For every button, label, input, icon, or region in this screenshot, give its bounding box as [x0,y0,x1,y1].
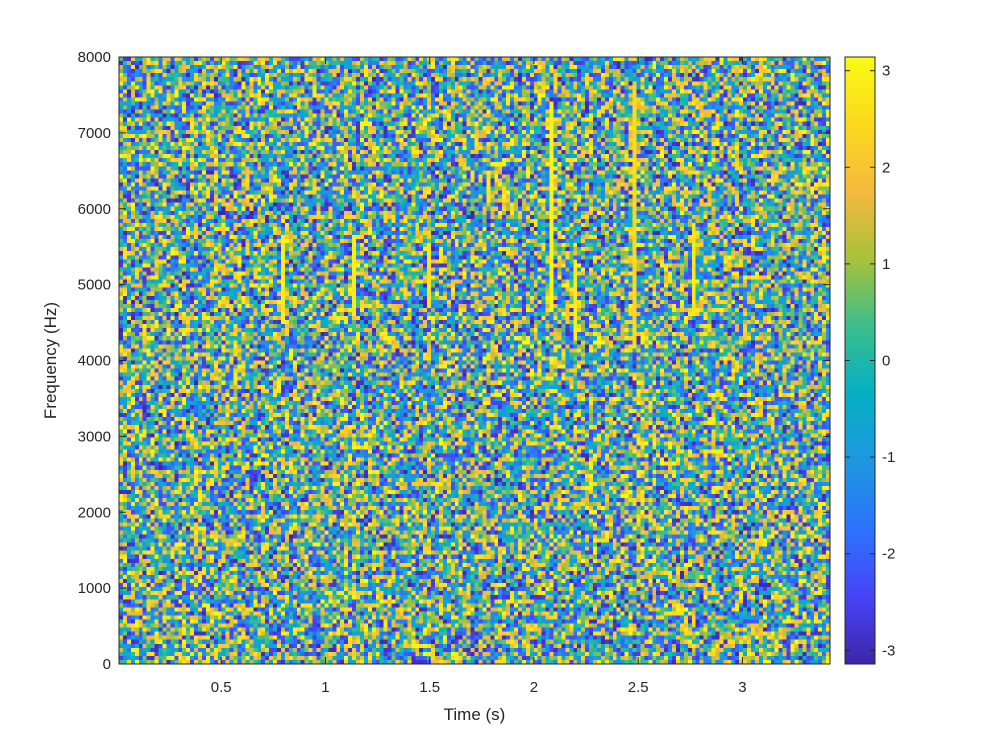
colorbar-tick-label: -2 [882,546,895,563]
colorbar-ticks: -3 -2 -1 0 1 2 3 [845,63,895,659]
colorbar-tick-label: 0 [882,353,890,370]
y-axis: 0 1000 2000 3000 4000 5000 6000 7000 8000 [78,49,830,673]
y-tick-label: 5000 [78,277,111,294]
colorbar-tick-label: -1 [882,449,895,466]
plot-area [118,56,831,665]
x-tick-label: 0.5 [211,679,232,696]
y-axis-label: Frequency (Hz) [41,302,60,419]
y-tick-label: 7000 [78,125,111,142]
heatmap-image [119,57,830,664]
x-axis: 0.5 1 1.5 2 2.5 3 [211,57,747,696]
y-tick-label: 6000 [78,201,111,218]
x-tick-label: 1.5 [419,679,440,696]
heatmap-cells [119,57,830,664]
y-tick-label: 2000 [78,504,111,521]
x-tick-label: 2.5 [628,679,649,696]
y-tick-label: 8000 [78,49,111,66]
colorbar-tick-label: 3 [882,63,890,80]
y-tick-label: 3000 [78,428,111,445]
colorbar: -3 -2 -1 0 1 2 3 [844,56,895,665]
y-tick-label: 0 [103,656,111,673]
x-tick-label: 3 [738,679,746,696]
y-tick-label: 1000 [78,580,111,597]
colorbar-tick-label: 1 [882,256,890,273]
x-tick-label: 2 [530,679,538,696]
colorbar-tick-label: 2 [882,159,890,176]
x-axis-label: Time (s) [444,705,506,724]
y-tick-label: 4000 [78,353,111,370]
x-tick-label: 1 [321,679,329,696]
colorbar-tick-label: -3 [882,642,895,659]
